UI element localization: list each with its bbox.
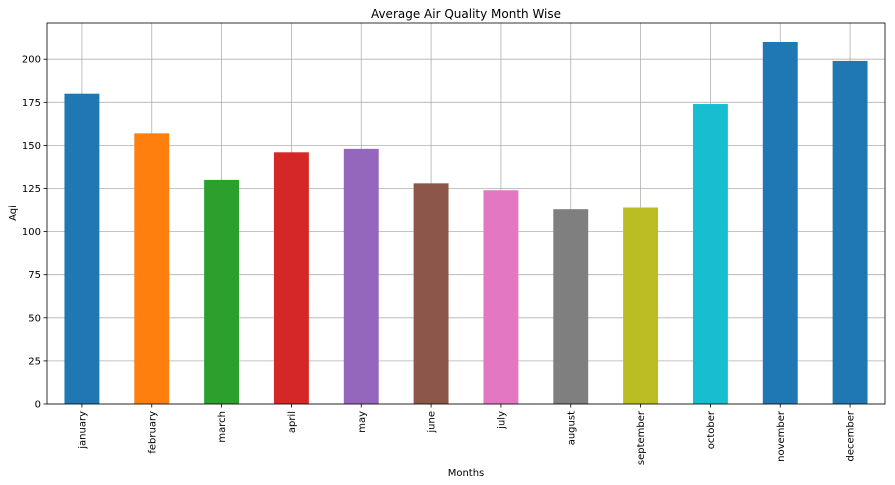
bar-november (762, 41, 798, 404)
bar-august (553, 209, 589, 404)
bar-february (134, 133, 170, 404)
y-axis-label: Aqi (8, 205, 19, 221)
x-axis-label: Months (448, 468, 485, 479)
x-tick-label: august (566, 411, 577, 445)
y-tick-label: 125 (22, 184, 41, 195)
y-tick-label: 0 (35, 400, 41, 411)
x-tick-label: april (287, 411, 298, 433)
bar-march (204, 179, 240, 404)
grid (47, 23, 885, 405)
y-tick-label: 75 (28, 270, 41, 281)
x-tick-label: october (706, 410, 717, 449)
y-tick-label: 200 (22, 55, 41, 66)
ticks: 0 25 50 75 100 125 150 175 200 january february mar… (22, 55, 857, 465)
x-tick-label: may (357, 411, 368, 433)
y-tick-label: 150 (22, 141, 41, 152)
chart-title: Average Air Quality Month Wise (371, 7, 561, 21)
x-tick-label: january (77, 411, 88, 450)
y-tick-label: 175 (22, 98, 41, 109)
bar-september (623, 207, 659, 404)
x-tick-label: december (846, 410, 857, 461)
x-tick-label: march (217, 411, 228, 443)
x-tick-label: june (427, 411, 438, 434)
y-tick-label: 50 (28, 313, 41, 324)
bar-december (832, 60, 868, 404)
bar-july (483, 190, 519, 404)
x-tick-label: november (776, 410, 787, 462)
x-tick-label: july (496, 411, 507, 430)
bar-october (692, 104, 728, 404)
y-tick-label: 25 (28, 356, 41, 367)
bar-may (343, 148, 379, 404)
x-tick-label: september (636, 410, 647, 465)
bar-april (273, 152, 309, 404)
bars (64, 41, 868, 404)
bar-june (413, 183, 449, 404)
bar-january (64, 93, 100, 404)
x-tick-label: february (147, 411, 158, 454)
y-tick-label: 100 (22, 227, 41, 238)
plot-frame (46, 22, 886, 405)
